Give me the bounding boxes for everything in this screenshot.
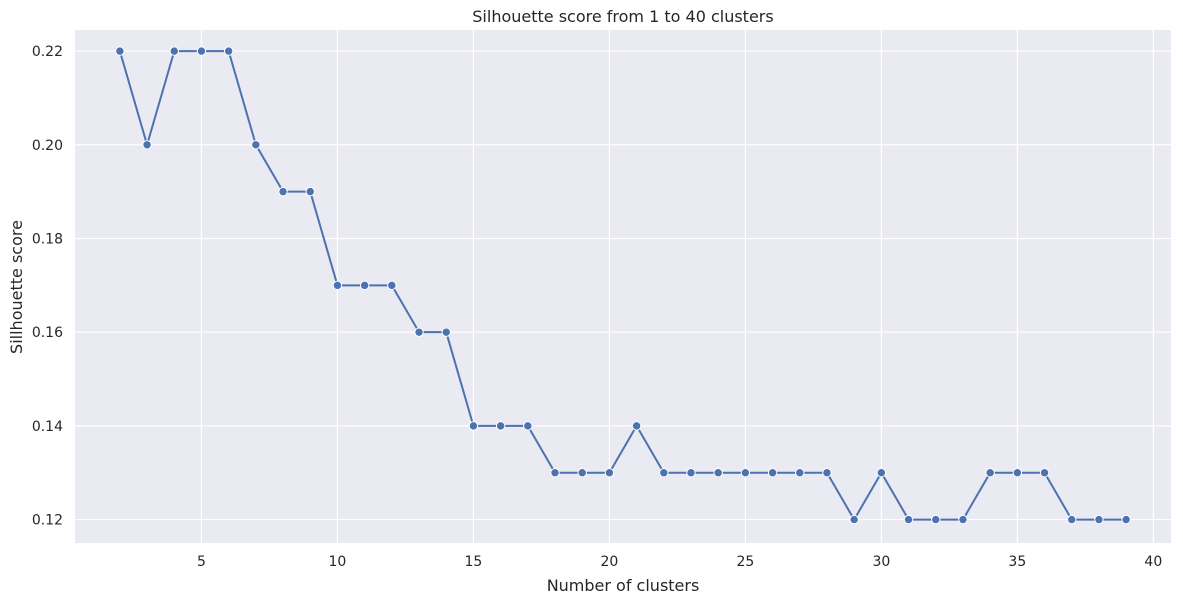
data-point xyxy=(169,46,179,56)
x-axis-label: Number of clusters xyxy=(547,576,700,595)
plot-background xyxy=(75,30,1171,543)
data-points xyxy=(115,46,1131,525)
data-point xyxy=(305,186,315,197)
y-tick-label: 0.22 xyxy=(32,44,63,60)
data-point xyxy=(686,468,696,478)
data-point xyxy=(767,468,778,478)
x-tick-label: 30 xyxy=(872,554,890,570)
data-point xyxy=(468,421,479,431)
x-tick-label: 40 xyxy=(1144,554,1162,570)
data-point xyxy=(795,468,805,478)
y-tick-label: 0.14 xyxy=(32,419,63,435)
data-point xyxy=(115,46,125,56)
y-axis-label: Sillhouette score xyxy=(7,220,26,354)
data-point xyxy=(1012,468,1023,478)
data-point xyxy=(387,280,397,291)
data-point xyxy=(441,327,451,337)
data-point xyxy=(1067,514,1077,525)
data-point xyxy=(958,514,968,525)
data-point xyxy=(196,46,207,56)
data-point xyxy=(251,140,261,150)
data-point xyxy=(931,514,941,525)
x-tick-label: 25 xyxy=(736,554,754,570)
data-point xyxy=(332,280,343,291)
x-tick-label: 20 xyxy=(600,554,618,570)
data-point xyxy=(740,468,751,478)
x-tick-labels: 5 10 15 20 25 30 35 40 xyxy=(197,554,1162,570)
x-tick-label: 15 xyxy=(465,554,483,570)
data-point xyxy=(659,468,669,478)
chart-title: Silhouette score from 1 to 40 clusters xyxy=(472,7,773,26)
data-point xyxy=(577,468,587,478)
data-point xyxy=(985,468,995,478)
x-tick-label: 10 xyxy=(329,554,347,570)
data-point xyxy=(495,421,506,431)
y-tick-labels: 0.12 0.14 0.16 0.18 0.20 0.22 xyxy=(32,44,63,528)
x-tick-label: 35 xyxy=(1008,554,1026,570)
data-point xyxy=(1094,514,1104,525)
y-tick-label: 0.18 xyxy=(32,231,63,247)
data-point xyxy=(278,186,288,197)
data-point xyxy=(876,468,887,478)
data-point xyxy=(631,421,642,431)
data-point xyxy=(1039,468,1050,478)
y-tick-label: 0.16 xyxy=(32,325,63,341)
data-point xyxy=(550,468,560,478)
data-point xyxy=(849,514,859,525)
grid xyxy=(75,30,1171,543)
data-point xyxy=(1121,514,1131,525)
data-point xyxy=(822,468,832,478)
data-point xyxy=(523,421,533,431)
y-tick-label: 0.12 xyxy=(32,513,63,529)
data-point xyxy=(713,468,723,478)
data-point xyxy=(604,468,615,478)
data-point xyxy=(903,514,914,525)
x-tick-label: 5 xyxy=(197,554,206,570)
y-tick-label: 0.20 xyxy=(32,138,63,154)
data-point xyxy=(359,280,370,291)
data-point xyxy=(414,327,424,337)
data-point xyxy=(142,140,152,150)
data-point xyxy=(223,46,234,56)
